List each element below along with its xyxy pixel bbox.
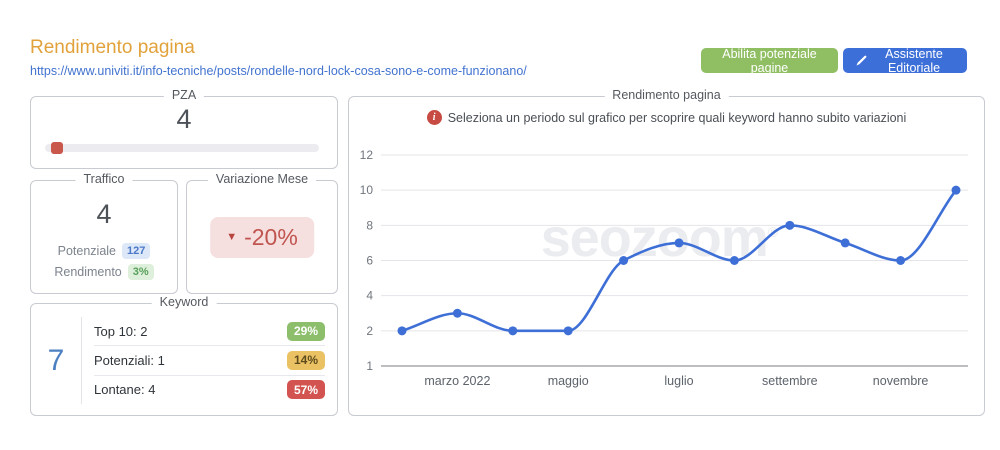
chart-point bbox=[729, 256, 739, 265]
chart-panel-label: Rendimento pagina bbox=[604, 88, 729, 102]
traffic-panel-label: Traffico bbox=[75, 172, 133, 186]
month-variation-value: -20% bbox=[244, 224, 298, 250]
chart-point bbox=[397, 326, 407, 336]
chart-point bbox=[563, 326, 573, 336]
chart-point bbox=[452, 308, 462, 318]
keyword-row-badge: 57% bbox=[287, 380, 325, 400]
pza-progress-bar bbox=[45, 142, 319, 154]
chart-point bbox=[840, 238, 850, 248]
month-variation-panel: Variazione Mese ▼ -20% bbox=[186, 172, 338, 294]
pza-value: 4 bbox=[176, 104, 192, 134]
svg-text:novembre: novembre bbox=[873, 374, 929, 388]
enable-potential-pages-label: Abilita potenziale pagine bbox=[722, 46, 817, 75]
chart-point bbox=[619, 256, 629, 265]
traffic-yield-badge: 3% bbox=[127, 264, 154, 281]
keyword-panel: Keyword 7 Top 10: 2 29% Potenziali: 1 14… bbox=[30, 295, 338, 416]
traffic-value: 4 bbox=[96, 199, 112, 229]
editorial-assistant-label: Assistente Editoriale bbox=[885, 46, 943, 75]
page-url-link[interactable]: https://www.univiti.it/info-tecniche/pos… bbox=[30, 64, 527, 78]
svg-text:10: 10 bbox=[360, 183, 374, 197]
keyword-row-potential: Potenziali: 1 14% bbox=[94, 345, 325, 374]
chart-point bbox=[785, 220, 795, 230]
pza-panel: PZA 4 bbox=[30, 88, 338, 169]
keyword-panel-label: Keyword bbox=[151, 295, 217, 309]
keyword-content: 7 Top 10: 2 29% Potenziali: 1 14% Lontan… bbox=[31, 317, 325, 404]
pza-progress-fill bbox=[51, 142, 64, 154]
month-variation-panel-label: Variazione Mese bbox=[207, 172, 317, 186]
svg-text:8: 8 bbox=[366, 218, 373, 232]
page-title: Rendimento pagina bbox=[30, 37, 195, 58]
traffic-detail-rows: Potenziale 127 Rendimento 3% bbox=[31, 243, 177, 281]
keyword-row-top10: Top 10: 2 29% bbox=[94, 317, 325, 345]
keyword-rows: Top 10: 2 29% Potenziali: 1 14% Lontane:… bbox=[81, 317, 325, 404]
svg-text:maggio: maggio bbox=[548, 374, 589, 388]
traffic-potential-badge: 127 bbox=[122, 243, 151, 260]
chart-notice: i Seleziona un periodo sul grafico per s… bbox=[349, 110, 984, 125]
chart-point bbox=[896, 256, 906, 265]
keyword-row-badge: 14% bbox=[287, 350, 325, 370]
traffic-potential-label: Potenziale bbox=[57, 244, 116, 259]
svg-text:marzo 2022: marzo 2022 bbox=[424, 374, 490, 388]
keyword-row-label: Lontane: 4 bbox=[94, 382, 156, 398]
traffic-yield-row: Rendimento 3% bbox=[54, 264, 154, 281]
chart-point bbox=[508, 326, 518, 336]
svg-text:2: 2 bbox=[366, 324, 373, 338]
keyword-row-label: Top 10: 2 bbox=[94, 323, 148, 339]
performance-chart-panel: Rendimento pagina i Seleziona un periodo… bbox=[348, 88, 986, 416]
svg-text:4: 4 bbox=[366, 289, 373, 303]
svg-text:1: 1 bbox=[366, 359, 373, 373]
keyword-row-label: Potenziali: 1 bbox=[94, 352, 165, 368]
editorial-assistant-button[interactable]: Assistente Editoriale bbox=[843, 46, 967, 75]
svg-text:luglio: luglio bbox=[664, 374, 693, 388]
info-icon: i bbox=[426, 110, 442, 125]
traffic-yield-label: Rendimento bbox=[54, 265, 122, 280]
svg-text:6: 6 bbox=[366, 254, 373, 268]
pencil-icon bbox=[856, 55, 867, 65]
keyword-row-badge: 29% bbox=[287, 321, 325, 341]
enable-potential-pages-button[interactable]: Abilita potenziale pagine bbox=[701, 46, 838, 75]
chart-point bbox=[951, 185, 961, 195]
pza-panel-label: PZA bbox=[163, 88, 205, 102]
chart-point bbox=[674, 238, 684, 248]
month-variation-badge: ▼ -20% bbox=[210, 217, 314, 258]
trend-down-icon: ▼ bbox=[226, 231, 238, 243]
keyword-row-far: Lontane: 4 57% bbox=[94, 374, 325, 404]
svg-text:12: 12 bbox=[360, 148, 374, 162]
traffic-potential-row: Potenziale 127 bbox=[57, 243, 151, 260]
chart-notice-text: Seleziona un periodo sul grafico per sco… bbox=[447, 110, 907, 125]
svg-text:settembre: settembre bbox=[762, 374, 818, 388]
keyword-total-count: 7 bbox=[47, 343, 65, 377]
traffic-panel: Traffico 4 Potenziale 127 Rendimento 3% bbox=[30, 172, 178, 294]
